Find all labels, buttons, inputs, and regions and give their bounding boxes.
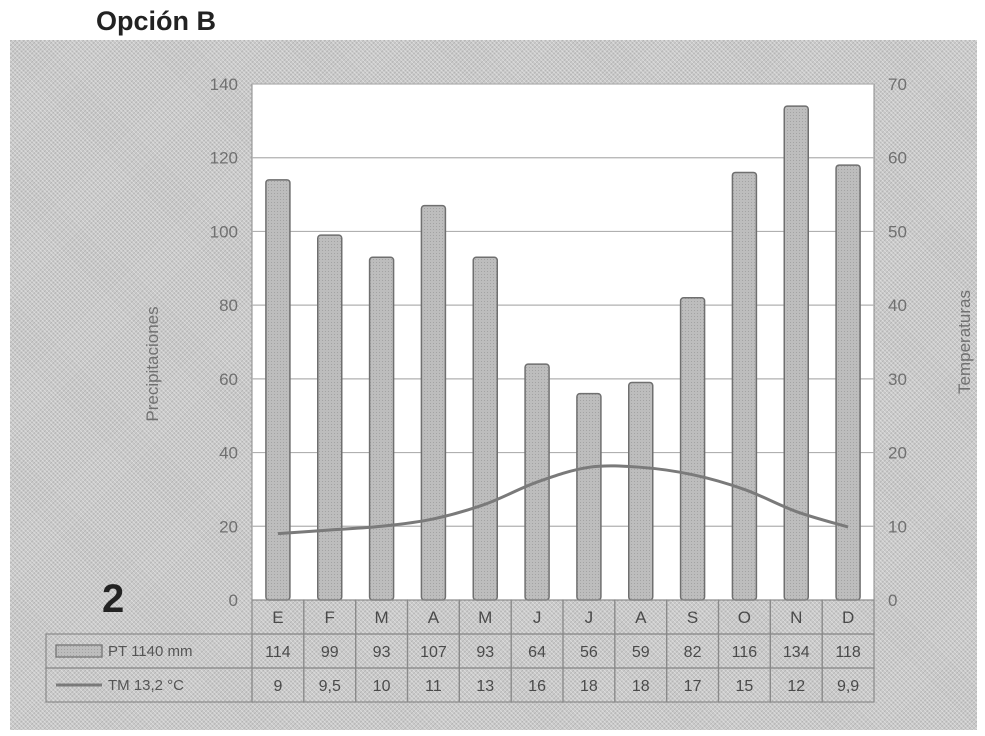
right-tick-label: 0 [888,591,897,610]
right-tick-label: 40 [888,296,907,315]
table-value: 59 [632,644,650,661]
legend-swatch-bar [55,644,103,658]
table-value: 116 [732,644,758,661]
precipitation-bar [679,297,706,601]
precipitation-bar [731,171,758,601]
table-value: 107 [420,644,447,661]
left-tick-label: 120 [210,149,238,168]
month-label: M [478,608,492,627]
month-label: O [738,608,751,627]
right-tick-label: 50 [888,222,907,241]
table-value: 99 [321,644,339,661]
plot-area [251,83,875,601]
temperature-curve [277,464,849,536]
precipitation-bar [420,204,447,601]
table-value: 17 [684,678,702,695]
month-label: S [687,608,698,627]
table-value: 9,5 [319,678,341,695]
table-value: 9 [273,678,282,695]
month-label: J [533,608,542,627]
legend-label: PT 1140 mm [108,643,192,660]
left-tick-label: 80 [219,296,238,315]
month-label: F [325,608,335,627]
left-tick-label: 40 [219,444,238,463]
month-label: A [635,608,647,627]
table-value: 9,9 [837,678,859,695]
table-value: 18 [580,678,598,695]
month-label: J [585,608,594,627]
right-tick-label: 20 [888,444,907,463]
month-label: D [842,608,854,627]
left-tick-label: 60 [219,370,238,389]
left-tick-label: 0 [229,591,238,610]
table-value: 93 [476,644,494,661]
table-value: 64 [528,644,546,661]
table-value: 114 [265,644,291,661]
precipitation-bar [835,164,861,601]
table-value: 13 [476,678,494,695]
left-tick-label: 20 [219,517,238,536]
precipitation-bar [368,256,395,601]
page-title: Opción B [96,6,216,36]
right-tick-label: 10 [888,517,907,536]
table-value: 82 [684,644,702,661]
table-value: 93 [373,644,391,661]
data-table: E F M A M J J A S O N D PT 1140 mm 114 99 93 107 93 64 56 59… [45,599,875,703]
chart-panel: 0 20 40 60 80 100 120 140 0 10 20 30 40 50 60 70 Preci… [10,40,977,730]
table-value: 56 [580,644,598,661]
left-axis-ticks: 0 20 40 60 80 100 120 140 [210,75,238,610]
precipitation-bar [783,105,809,601]
precipitation-bar [265,179,291,601]
legend-label: TM 13,2 °C [108,677,184,694]
left-axis-title: Precipitaciones [143,306,162,421]
table-value: 134 [783,644,810,661]
left-tick-label: 100 [210,222,238,241]
right-axis-title: Temperaturas [955,290,974,394]
table-value: 11 [425,678,442,695]
left-tick-label: 140 [210,75,238,94]
month-label: E [272,608,283,627]
precipitation-bars [265,105,861,601]
table-value: 15 [736,678,754,695]
precipitation-bar [576,392,602,601]
table-value: 18 [632,678,650,695]
table-value: 10 [373,678,391,695]
month-label: A [428,608,440,627]
month-label: M [374,608,388,627]
right-tick-label: 30 [888,370,907,389]
temperature-line [277,464,849,536]
table-value: 12 [787,678,805,695]
gridlines [252,83,874,527]
right-tick-label: 70 [888,75,907,94]
table-cell [821,667,875,703]
table-value: 118 [835,644,861,661]
right-tick-label: 60 [888,149,907,168]
table-value: 16 [528,678,546,695]
climate-chart: 0 20 40 60 80 100 120 140 0 10 20 30 40 50 60 70 Preci… [45,75,974,703]
precipitation-bar [628,381,654,601]
panel-number: 2 [102,577,124,621]
month-label: N [790,608,802,627]
precipitation-bar [472,256,498,601]
right-axis-ticks: 0 10 20 30 40 50 60 70 [888,75,907,610]
precipitation-bar [317,234,343,601]
